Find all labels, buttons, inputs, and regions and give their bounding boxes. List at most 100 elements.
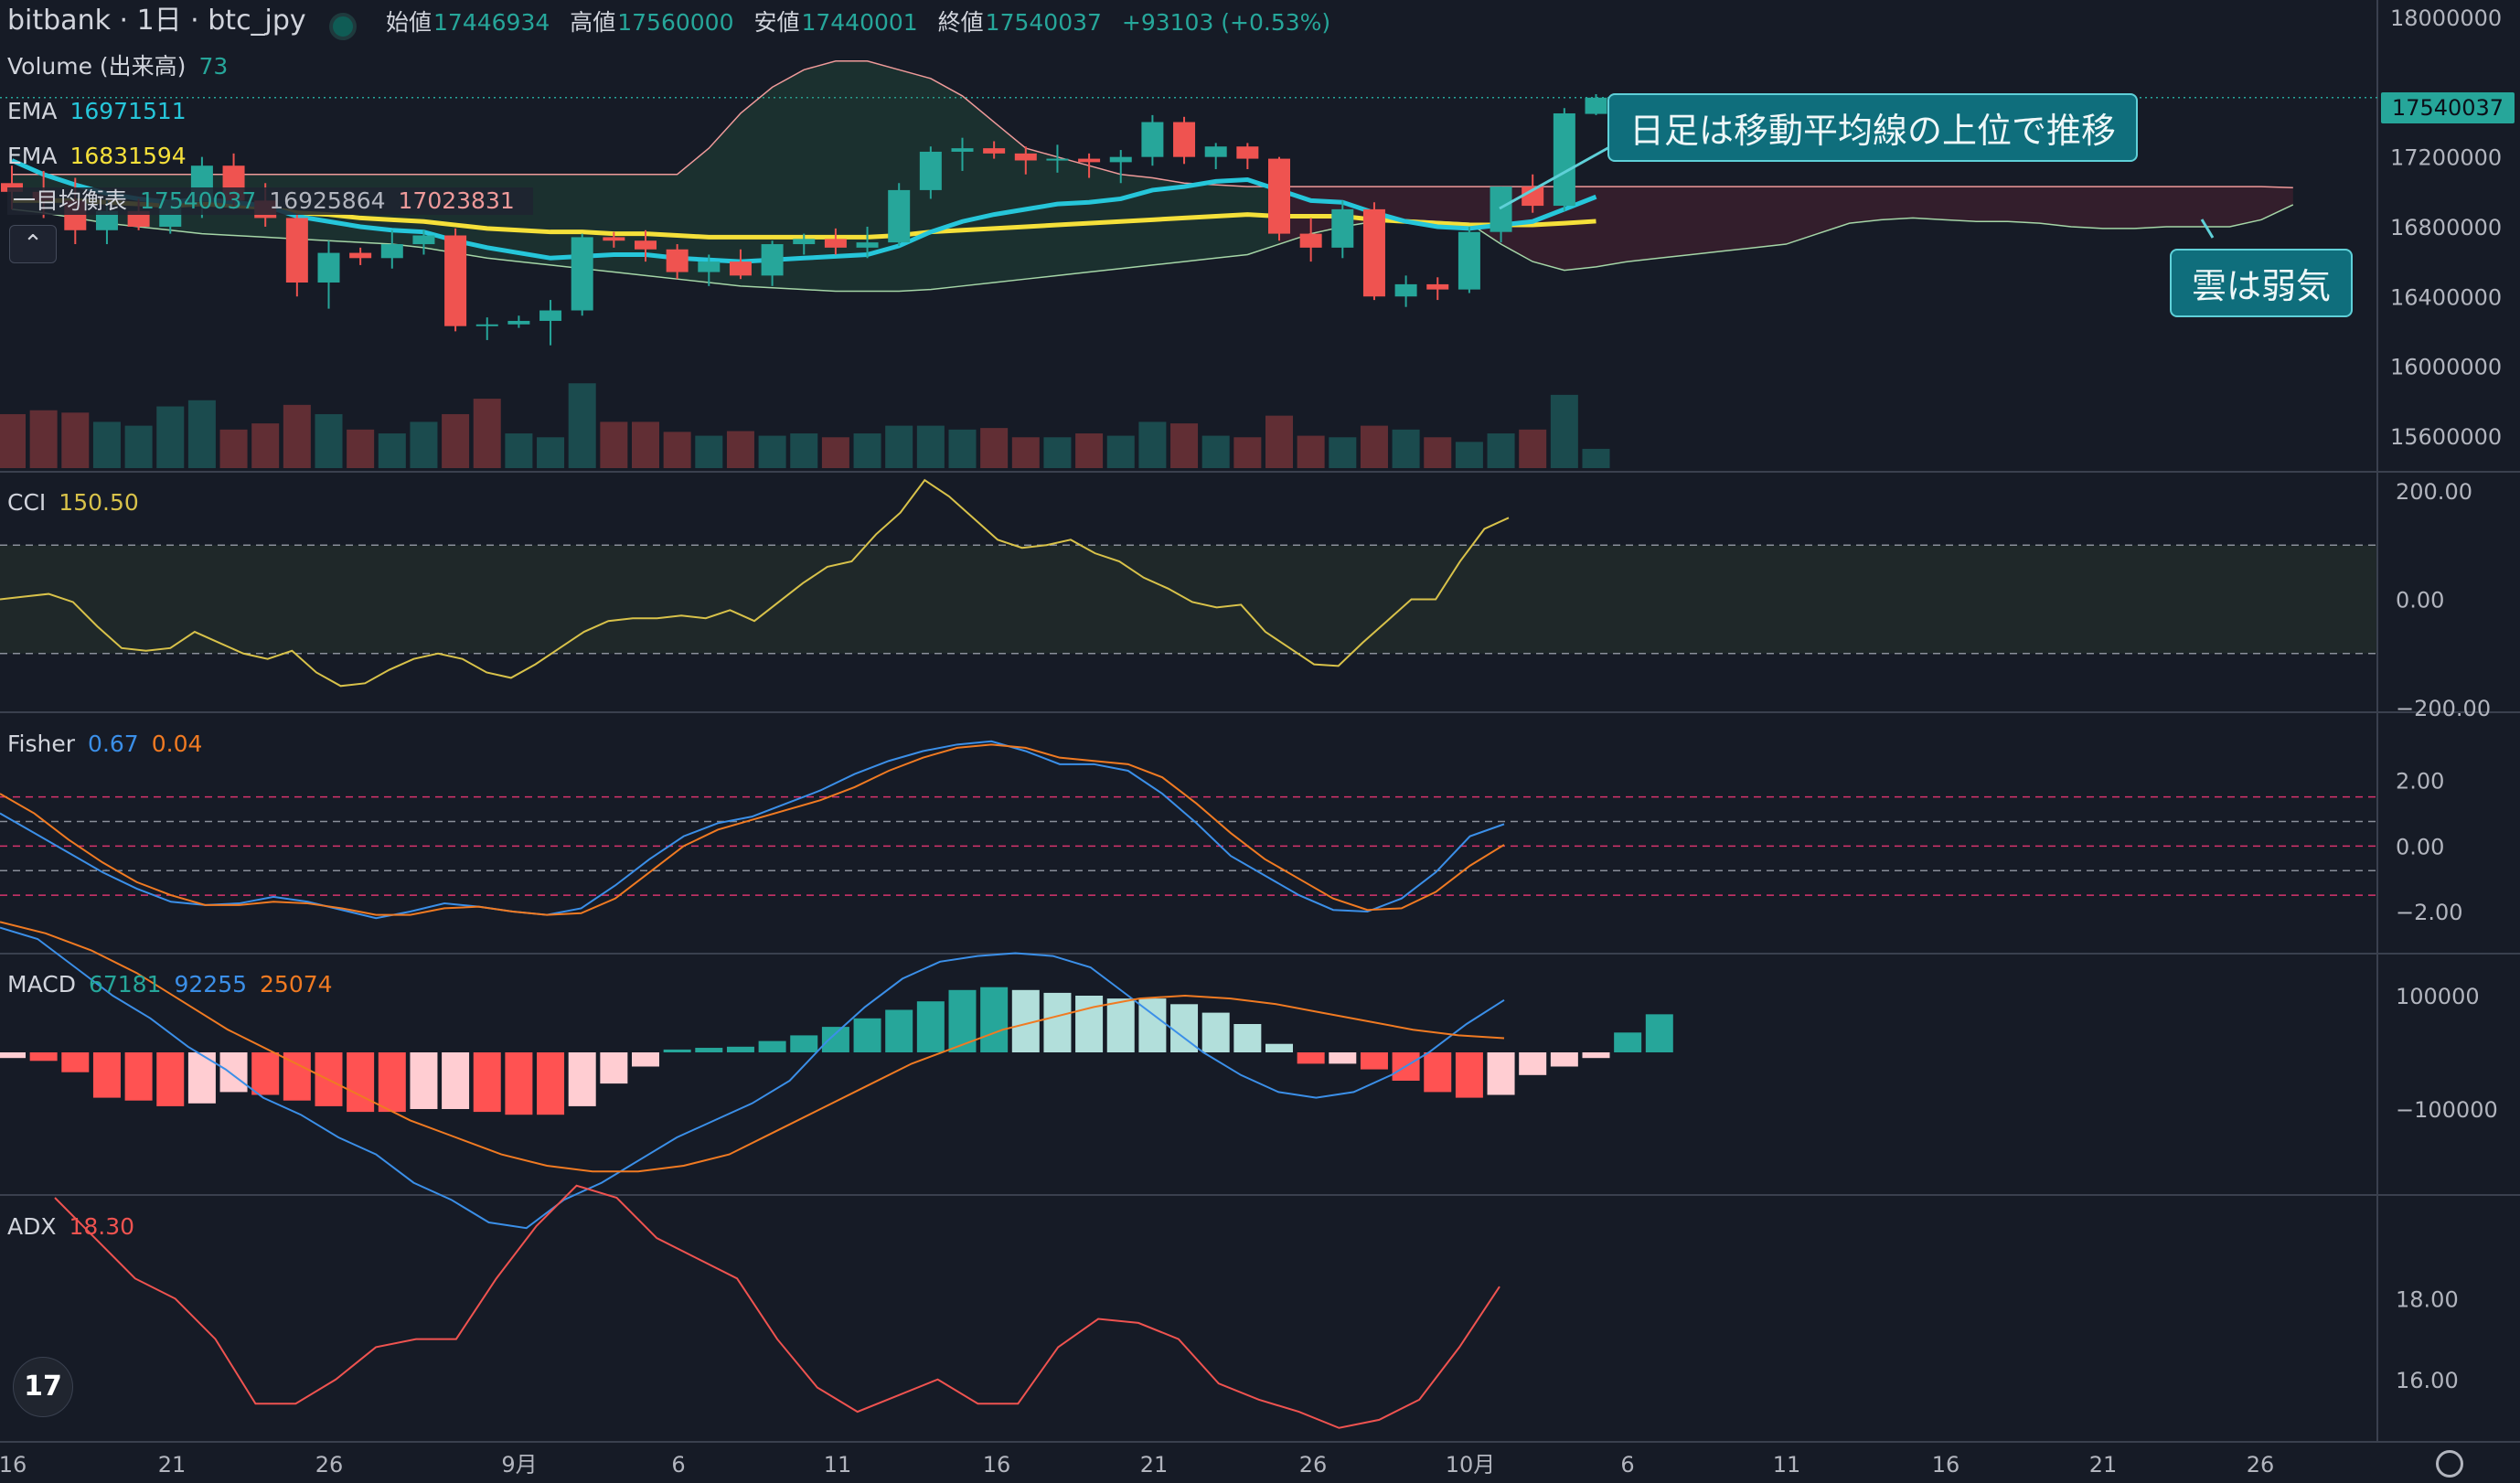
volume-value: 73 <box>198 53 229 80</box>
candle-body <box>349 252 372 259</box>
indicator-tick-label: 0.00 <box>2396 834 2444 859</box>
callout-moving-average[interactable]: 日足は移動平均線の上位で推移 <box>1607 93 2139 162</box>
time-tick-label: 10月 <box>1446 1452 1496 1478</box>
time-tick-label: 16 <box>983 1452 1011 1478</box>
cci-value: 150.50 <box>59 489 139 516</box>
candle-body <box>888 189 911 243</box>
change-value: +93103 (+0.53%) <box>1121 9 1331 36</box>
time-tick-label: 16 <box>1932 1452 1960 1478</box>
indicator-tick-label: −2.00 <box>2396 900 2463 925</box>
candle-body <box>761 244 784 276</box>
price-tick-label: 18000000 <box>2390 5 2502 31</box>
ema1-legend[interactable]: EMA 16971511 <box>7 98 199 125</box>
time-tick-label: 26 <box>1299 1452 1328 1478</box>
time-tick-label: 26 <box>2247 1452 2275 1478</box>
time-tick-label: 9月 <box>501 1452 537 1478</box>
volume-bar <box>0 413 26 468</box>
fisher-line <box>0 743 1505 916</box>
candle-body <box>285 218 308 283</box>
macd-line <box>0 921 1505 1173</box>
time-tick-label: 21 <box>1140 1452 1169 1478</box>
cci-legend[interactable]: CCI 150.50 <box>7 489 152 517</box>
fisher-legend[interactable]: Fisher 0.67 0.04 <box>7 731 215 758</box>
adx-legend[interactable]: ADX 18.30 <box>7 1213 147 1241</box>
indicator-tick-label: 100000 <box>2396 984 2480 1009</box>
volume-bar <box>124 425 153 468</box>
volume-bar <box>948 429 977 468</box>
ema2-value: 16831594 <box>69 143 187 169</box>
macd-histogram-bar <box>821 1027 849 1052</box>
volume-bar <box>821 437 849 468</box>
macd-histogram-bar <box>92 1052 121 1098</box>
candle-body <box>1109 156 1132 163</box>
tradingview-logo-icon[interactable]: 17 <box>13 1357 73 1417</box>
callout-cloud-bearish[interactable]: 雲は弱気 <box>2170 249 2354 317</box>
volume-bar <box>1487 433 1515 468</box>
volume-bar <box>1360 425 1388 468</box>
volume-bar <box>663 432 691 468</box>
candle-body <box>824 239 847 248</box>
macd-histogram-bar <box>442 1052 470 1109</box>
indicator-tick-label: 18.00 <box>2396 1286 2459 1312</box>
volume-bar <box>187 400 216 468</box>
volume-bar <box>916 425 945 468</box>
volume-bar <box>726 431 754 468</box>
volume-bar <box>1043 437 1072 468</box>
ema2-legend[interactable]: EMA 16831594 <box>7 143 199 170</box>
fisher-value-2: 0.04 <box>151 731 203 757</box>
candle-body <box>1141 122 1164 157</box>
volume-bar <box>1392 429 1420 468</box>
settings-gear-icon[interactable] <box>2436 1450 2463 1478</box>
macd-histogram-bar <box>948 989 977 1052</box>
high-value: 17560000 <box>617 9 734 36</box>
volume-bar <box>1455 442 1483 468</box>
macd-line <box>0 926 1505 1230</box>
macd-histogram-bar <box>473 1052 501 1113</box>
macd-histogram-bar <box>1043 992 1072 1052</box>
volume-bar <box>1170 423 1199 468</box>
volume-bar <box>537 437 565 468</box>
ichimoku-value-1: 17540037 <box>140 187 257 214</box>
macd-histogram-bar <box>790 1035 818 1052</box>
candle-body <box>603 237 625 241</box>
volume-bar <box>980 428 1009 468</box>
volume-bar <box>219 429 248 468</box>
macd-histogram-bar <box>1297 1052 1325 1064</box>
candle-body <box>793 239 816 245</box>
macd-histogram-bar <box>1424 1052 1452 1093</box>
macd-label: MACD <box>7 971 76 998</box>
volume-bar <box>61 412 90 468</box>
macd-histogram-bar <box>1106 998 1135 1052</box>
candle-body <box>1362 208 1385 297</box>
candle-body <box>571 237 593 311</box>
candle-body <box>666 249 689 272</box>
chevron-up-icon: ⌃ <box>23 230 43 258</box>
candle-body <box>380 244 403 259</box>
macd-histogram-bar <box>124 1052 153 1101</box>
volume-bar <box>1233 437 1262 468</box>
candle-body <box>919 151 942 190</box>
volume-bar <box>1297 435 1325 468</box>
ichimoku-label: 一目均衡表 <box>13 187 128 214</box>
close-value: 17540037 <box>985 9 1102 36</box>
volume-legend[interactable]: Volume (出来高) 73 <box>7 53 240 80</box>
macd-histogram-bar <box>1360 1052 1388 1070</box>
volume-bar <box>1519 429 1547 468</box>
time-tick-label: 21 <box>2089 1452 2118 1478</box>
volume-bar <box>442 413 470 468</box>
high-label: 高値 <box>570 9 616 36</box>
macd-histogram-bar <box>632 1052 659 1067</box>
cci-line <box>0 478 1510 688</box>
ichimoku-legend[interactable]: 一目均衡表 17540037 16925864 17023831 <box>7 187 533 215</box>
collapse-legend-button[interactable]: ⌃ <box>9 225 57 263</box>
macd-legend[interactable]: MACD 67181 92255 25074 <box>7 971 346 998</box>
volume-bar <box>600 421 628 468</box>
candle-body <box>1490 187 1512 232</box>
ichimoku-value-2: 16925864 <box>269 187 386 214</box>
candle-body <box>1078 158 1101 163</box>
indicator-tick-label: 2.00 <box>2396 769 2444 795</box>
market-status-dot <box>329 13 357 40</box>
time-tick-label: 6 <box>1620 1452 1634 1478</box>
volume-bar <box>632 421 659 468</box>
volume-bar <box>505 433 533 468</box>
